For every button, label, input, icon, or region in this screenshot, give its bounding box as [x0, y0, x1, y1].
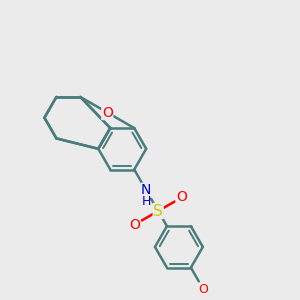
Text: O: O	[129, 218, 140, 232]
Text: O: O	[102, 106, 113, 119]
Text: H: H	[142, 195, 151, 208]
Text: O: O	[176, 190, 187, 204]
Text: S: S	[153, 203, 163, 218]
Text: N: N	[141, 183, 152, 197]
Text: O: O	[199, 283, 208, 296]
